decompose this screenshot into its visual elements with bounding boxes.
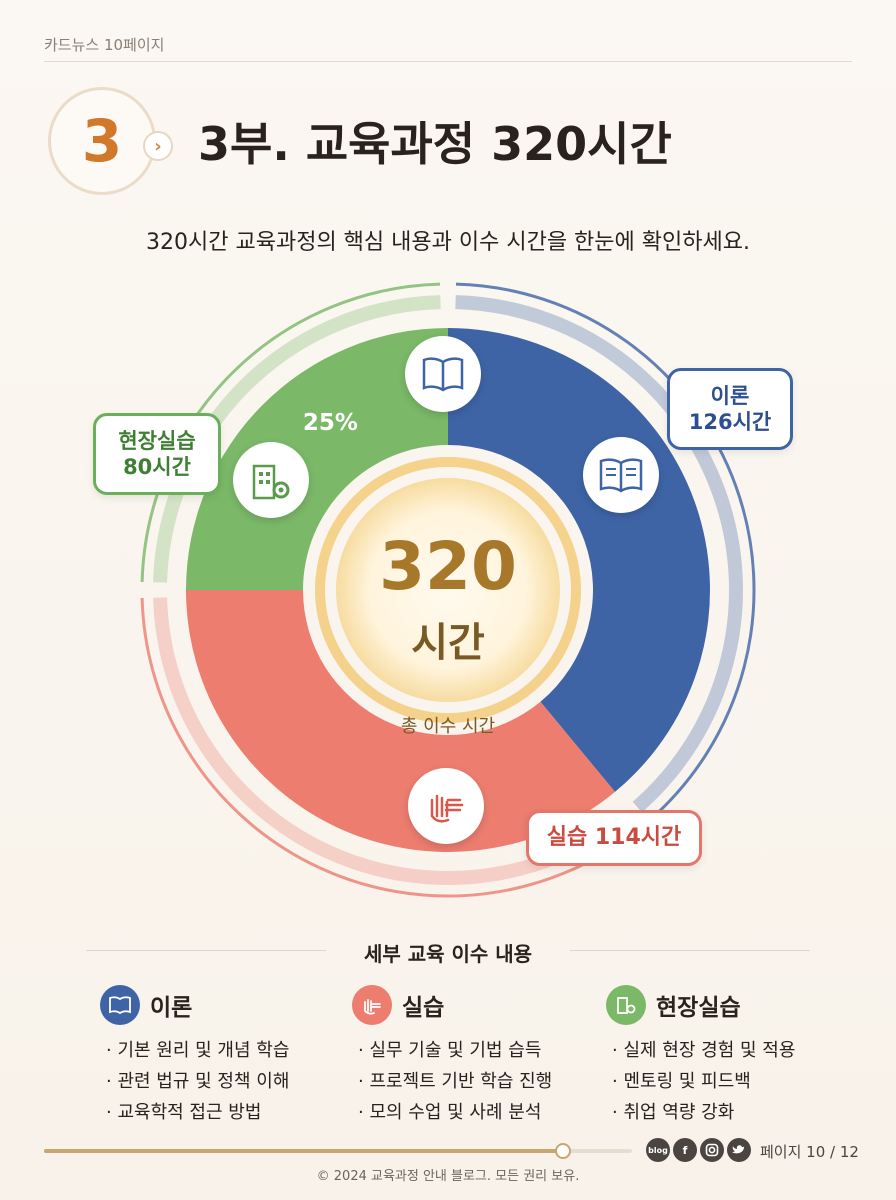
- segment-theory: [448, 328, 710, 792]
- list-item: 실제 현장 경험 및 적용: [612, 1035, 795, 1066]
- building-gear-icon: [606, 985, 646, 1025]
- page-subtitle: 320시간 교육과정의 핵심 내용과 이수 시간을 한눈에 확인하세요.: [146, 230, 750, 255]
- page-progress-fill: [44, 1149, 562, 1153]
- outer-ring-field-1: [140, 282, 441, 583]
- center-disc: [336, 478, 560, 702]
- practice-callout-text: 실습 114시간: [546, 825, 682, 851]
- list-item: 관련 법규 및 정책 이해: [106, 1066, 289, 1097]
- total-hours-value: 320: [379, 528, 517, 605]
- page-progress-bar: [44, 1143, 632, 1159]
- segment-field: [186, 328, 448, 590]
- theory-hours-callout: 이론 126시간: [667, 368, 793, 450]
- open-book-icon: [405, 336, 481, 412]
- list-item: 실무 기술 및 기법 습득: [358, 1035, 552, 1066]
- segment-practice: [186, 590, 616, 852]
- practice-heading: 실습: [402, 995, 445, 1021]
- theory-heading: 이론: [150, 995, 193, 1021]
- outer-ring-theory-0: [455, 295, 743, 813]
- list-item: 멘토링 및 피드백: [612, 1066, 795, 1097]
- donut-segments: [186, 328, 710, 852]
- hands-icon: [352, 985, 392, 1025]
- page-title: 3부. 교육과정 320시간: [198, 117, 672, 171]
- details-title: 세부 교육 이수 내용: [363, 942, 533, 966]
- total-hours-unit: 시간: [411, 620, 485, 666]
- details-rule-right: [570, 950, 810, 951]
- section-number: 3: [81, 107, 123, 175]
- field-hours-callout: 현장실습 80시간: [93, 413, 221, 495]
- field-callout-name: 현장실습: [118, 428, 196, 453]
- field-callout-hours: 80시간: [123, 455, 191, 479]
- field-heading: 현장실습: [656, 995, 741, 1021]
- top-divider: [44, 61, 852, 62]
- field-items: 실제 현장 경험 및 적용 멘토링 및 피드백 취업 역량 강화: [612, 1035, 795, 1128]
- list-item: 교육학적 접근 방법: [106, 1097, 289, 1128]
- practice-items: 실무 기술 및 기법 습득 프로젝트 기반 학습 진행 모의 수업 및 사례 분…: [358, 1035, 552, 1128]
- card-news-page-label: 카드뉴스 10페이지: [44, 36, 165, 54]
- outer-ring-field-0: [153, 295, 441, 583]
- outer-ring-practice-1: [140, 597, 638, 898]
- list-item: 취업 역량 강화: [612, 1097, 795, 1128]
- facebook-icon[interactable]: f: [673, 1138, 697, 1162]
- details-column-field: 현장실습 실제 현장 경험 및 적용 멘토링 및 피드백 취업 역량 강화: [606, 985, 795, 1128]
- list-item: 프로젝트 기반 학습 진행: [358, 1066, 552, 1097]
- theory-callout-name: 이론: [710, 383, 750, 408]
- instagram-icon[interactable]: [700, 1138, 724, 1162]
- page-progress-knob: [555, 1143, 572, 1159]
- outer-ring-theory-1: [455, 282, 756, 822]
- theory-items: 기본 원리 및 개념 학습 관련 법규 및 정책 이해 교육학적 접근 방법: [106, 1035, 289, 1128]
- book-pages-icon: [583, 437, 659, 513]
- copyright: © 2024 교육과정 안내 블로그. 모든 권리 보유.: [316, 1169, 580, 1184]
- details-column-theory: 이론 기본 원리 및 개념 학습 관련 법규 및 정책 이해 교육학적 접근 방…: [100, 985, 289, 1128]
- blog-icon[interactable]: blog: [646, 1138, 670, 1162]
- theory-callout-hours: 126시간: [688, 410, 772, 434]
- twitter-icon[interactable]: [727, 1138, 751, 1162]
- chevron-right-icon: ›: [143, 131, 173, 161]
- details-rule-left: [86, 950, 326, 951]
- book-icon: [100, 985, 140, 1025]
- percent-label-field: 25%: [303, 410, 358, 436]
- page-indicator: 페이지 10 / 12: [760, 1143, 859, 1161]
- building-gear-icon: [233, 442, 309, 518]
- list-item: 기본 원리 및 개념 학습: [106, 1035, 289, 1066]
- practice-hours-callout: 실습 114시간: [526, 810, 702, 866]
- list-item: 모의 수업 및 사례 분석: [358, 1097, 552, 1128]
- total-hours-caption: 총 이수 시간: [400, 716, 496, 737]
- hands-icon: [408, 768, 484, 844]
- section-number-badge: 3: [48, 87, 156, 195]
- center-gold-ring: [315, 457, 581, 723]
- details-column-practice: 실습 실무 기술 및 기법 습득 프로젝트 기반 학습 진행 모의 수업 및 사…: [352, 985, 552, 1128]
